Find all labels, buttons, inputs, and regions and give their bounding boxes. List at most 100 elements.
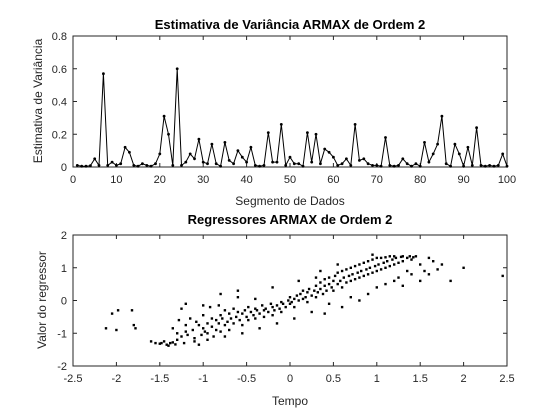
- regressor-point: [269, 302, 273, 305]
- regressor-point: [255, 309, 259, 312]
- variance-point: [410, 164, 413, 168]
- regressor-point: [384, 282, 387, 286]
- regressor-point: [293, 317, 296, 320]
- regressor-point: [200, 333, 203, 337]
- y-tick-label: 0.2: [52, 129, 67, 141]
- regressor-point: [162, 340, 166, 343]
- regressor-point: [427, 256, 431, 260]
- regressor-point: [336, 282, 339, 286]
- variance-point: [423, 141, 426, 144]
- regressor-plot-area: [72, 234, 508, 367]
- regressor-point: [297, 299, 300, 302]
- variance-point: [210, 142, 214, 146]
- regressor-point: [281, 302, 285, 305]
- variance-point: [375, 164, 379, 167]
- variance-point: [336, 164, 340, 167]
- regressor-point: [419, 263, 422, 266]
- regressor-point: [195, 320, 198, 323]
- regressor-point: [197, 343, 201, 346]
- regressor-point: [501, 274, 504, 278]
- regressor-point: [212, 335, 215, 338]
- variance-point: [440, 114, 444, 118]
- y-tick-label: 1: [61, 263, 67, 275]
- x-tick-label: -0.5: [237, 373, 256, 385]
- variance-point: [340, 162, 344, 166]
- regressor-point: [386, 260, 389, 263]
- variance-point: [466, 145, 470, 149]
- regressor-point: [104, 327, 108, 330]
- variance-point: [275, 160, 279, 164]
- regressor-point: [314, 284, 318, 287]
- regressor-point: [332, 289, 335, 292]
- regressor-point: [347, 274, 351, 278]
- variance-point: [384, 136, 387, 139]
- regressor-point: [393, 255, 396, 258]
- regressor-point: [323, 312, 326, 315]
- variance-x-axis-label: Segmento de Dados: [235, 194, 344, 208]
- regressor-point: [215, 318, 218, 322]
- variance-point: [379, 164, 383, 168]
- regressor-point: [325, 289, 328, 292]
- regressor-point: [261, 304, 264, 307]
- regressor-point: [304, 296, 307, 299]
- variance-point: [80, 164, 84, 168]
- y-tick-label: 2: [61, 230, 67, 242]
- variance-point: [171, 164, 175, 167]
- regressor-point: [271, 305, 274, 309]
- variance-point: [462, 164, 465, 168]
- regressor-point: [379, 268, 383, 271]
- variance-point: [418, 164, 422, 168]
- regressor-point: [258, 312, 261, 315]
- variance-point: [84, 164, 88, 168]
- regressor-point: [366, 292, 370, 296]
- regressor-point: [176, 338, 179, 341]
- regressor-point: [301, 297, 305, 301]
- variance-point: [358, 159, 361, 162]
- regressor-point: [379, 256, 383, 260]
- regressor-point: [342, 276, 345, 279]
- variance-point: [145, 164, 149, 167]
- regressor-point: [339, 279, 342, 283]
- variance-point: [292, 162, 296, 166]
- x-tick-label: 90: [457, 174, 469, 186]
- regressor-point: [423, 269, 426, 273]
- regressor-point: [462, 266, 465, 269]
- regressor-point: [184, 323, 187, 327]
- regressor-point: [243, 309, 247, 312]
- regressor-point: [382, 261, 385, 264]
- regressor-point: [267, 310, 270, 314]
- regressor-point: [171, 327, 174, 330]
- regressor-x-axis-label: Tempo: [272, 394, 308, 408]
- regressor-point: [365, 268, 368, 271]
- x-tick-label: 0: [70, 174, 76, 186]
- regressor-point: [410, 273, 413, 276]
- variance-point: [175, 67, 179, 71]
- regressor-point: [345, 281, 348, 284]
- variance-point: [353, 123, 357, 126]
- regressor-point: [280, 310, 283, 314]
- variance-point: [149, 164, 153, 168]
- regressor-point: [366, 273, 370, 276]
- variance-point: [110, 160, 114, 164]
- regressor-point: [295, 294, 299, 297]
- variance-point: [345, 157, 348, 161]
- regressor-point: [232, 307, 235, 310]
- regressor-point: [333, 274, 337, 278]
- variance-point: [319, 162, 322, 166]
- variance-point: [327, 150, 331, 154]
- variance-point: [449, 164, 452, 168]
- x-tick-label: 2: [461, 373, 467, 385]
- variance-point: [236, 149, 240, 153]
- variance-point: [206, 162, 209, 166]
- variance-point: [245, 160, 249, 164]
- regressor-point: [182, 341, 186, 345]
- variance-point: [141, 162, 144, 166]
- variance-point: [240, 155, 244, 159]
- regressor-point: [371, 253, 374, 256]
- regressor-point: [116, 309, 120, 312]
- regressor-point: [232, 322, 235, 325]
- regressor-point: [245, 315, 248, 319]
- regressor-point: [254, 317, 257, 320]
- regressor-point: [360, 269, 363, 273]
